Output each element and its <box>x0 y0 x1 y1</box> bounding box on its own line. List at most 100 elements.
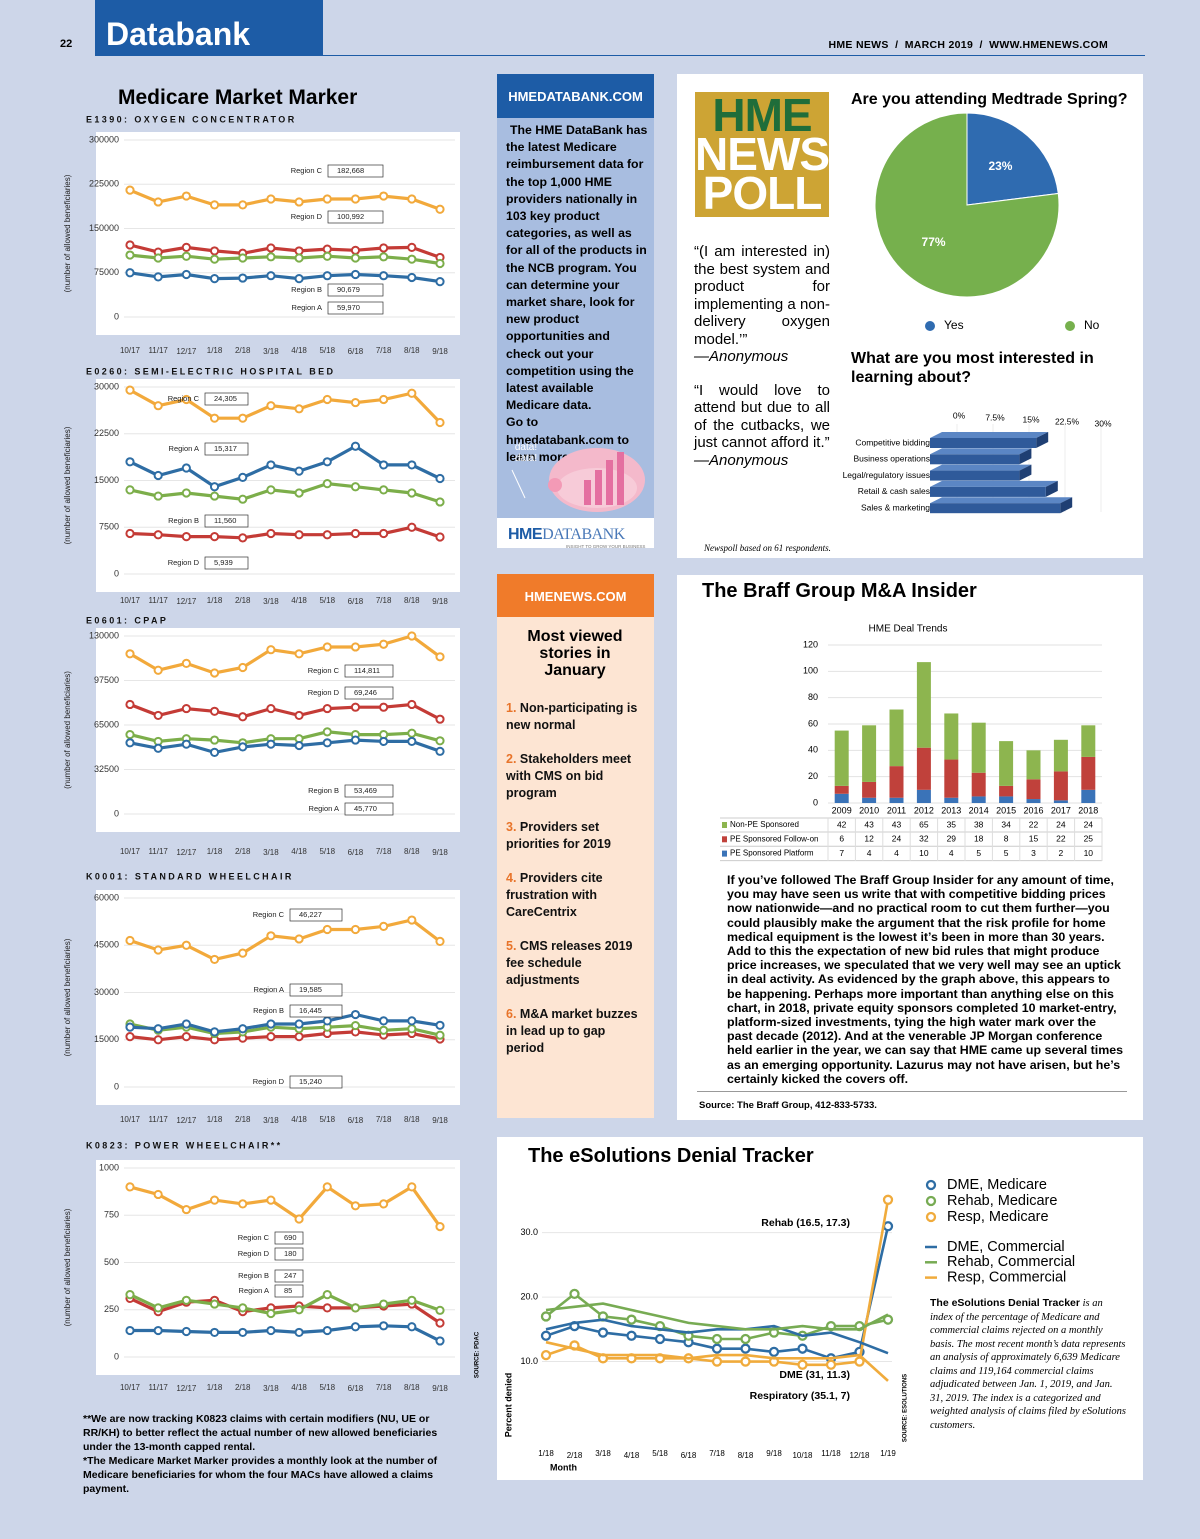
callout-name: Region D <box>308 688 340 697</box>
y-tick-label: 0 <box>114 1351 119 1361</box>
x-tick-label: 11/17 <box>148 847 168 856</box>
esol-title: The eSolutions Denial Tracker <box>528 1145 814 1167</box>
x-tick-label: 9/18 <box>432 848 448 857</box>
y-tick-label: 0 <box>114 1081 119 1091</box>
marker <box>209 1299 220 1309</box>
marker <box>322 1028 332 1039</box>
marker <box>238 1327 248 1338</box>
news-headline: Providers set priorities for 2019 <box>506 820 611 851</box>
x-tick-label: 7/18 <box>376 847 392 856</box>
x-tick-label: 4/18 <box>291 346 307 355</box>
source-text: The Braff Group, 412-833-5733. <box>737 1100 877 1111</box>
marker <box>181 242 191 252</box>
marker <box>153 401 163 411</box>
y-tick-label: 75000 <box>94 267 119 277</box>
x-tick-label: 8/18 <box>404 346 420 355</box>
x-tick-label: 3/18 <box>263 1384 279 1393</box>
marker <box>238 1307 248 1317</box>
news-item: 6. M&A market buzzes in lead up to gap p… <box>506 1006 646 1057</box>
callout-value: 69,246 <box>354 688 377 697</box>
marker <box>181 739 191 749</box>
marker <box>266 528 276 539</box>
callout-name: Region D <box>168 558 200 567</box>
marker <box>125 528 135 539</box>
braff-body: If you’ve followed The Braff Group Insid… <box>727 873 1123 1086</box>
marker <box>407 699 417 710</box>
series-line <box>129 634 441 675</box>
series-line <box>129 243 441 259</box>
chart-code: K0001: STANDARD WHEELCHAIR <box>86 871 294 881</box>
series-line <box>129 1030 441 1042</box>
x-tick-label: 10/17 <box>120 847 141 856</box>
marker <box>153 491 163 501</box>
marker <box>379 460 389 470</box>
marker <box>238 248 248 258</box>
marker <box>294 466 304 476</box>
marker <box>266 739 276 749</box>
marker <box>153 530 163 540</box>
marker <box>153 1035 163 1045</box>
marker <box>294 253 304 263</box>
marker <box>181 532 191 542</box>
callout-box <box>344 664 394 678</box>
series-line <box>129 271 441 284</box>
y-tick-label: 0 <box>114 568 119 578</box>
callout-name: Region A <box>309 804 339 813</box>
marker <box>435 1221 445 1232</box>
illustration-text: data! data! <box>514 442 538 464</box>
callout-value: 11,560 <box>214 516 236 525</box>
callout-box <box>344 686 394 700</box>
marker <box>350 397 361 408</box>
news-list: 1. Non-participating is new normal 2. Sta… <box>506 700 646 1074</box>
marker <box>209 1028 220 1039</box>
marker <box>350 1027 361 1037</box>
marker <box>266 645 276 655</box>
marker <box>153 1024 163 1034</box>
marker <box>407 915 417 925</box>
marker <box>181 191 191 201</box>
marker <box>379 1301 389 1311</box>
marker <box>407 194 417 204</box>
y-tick-label: 22500 <box>94 428 119 438</box>
marker <box>209 254 220 264</box>
marker <box>322 738 332 748</box>
marker <box>322 1290 332 1300</box>
marker <box>125 1293 135 1304</box>
marker <box>181 703 191 714</box>
marker <box>294 1024 304 1034</box>
callout-box <box>274 1247 304 1261</box>
marker <box>238 1303 248 1313</box>
medicare-title: Medicare Market Marker <box>118 86 358 109</box>
x-tick-label: 12/17 <box>176 1384 197 1393</box>
marker <box>125 1019 135 1029</box>
marker <box>407 242 417 252</box>
description-text: is an index of the percentage of Medicar… <box>930 1298 1126 1431</box>
callout-value: 16,445 <box>299 1006 322 1015</box>
marker <box>407 1028 417 1039</box>
marker <box>266 460 276 470</box>
news-title: Most viewed stories in January <box>527 628 623 679</box>
marker <box>350 528 361 539</box>
marker <box>153 665 163 675</box>
marker <box>407 728 417 738</box>
callout-box <box>274 1231 304 1245</box>
y-tick-label: 30000 <box>94 987 119 997</box>
y-tick-label: 60000 <box>94 892 119 902</box>
marker <box>125 699 135 710</box>
marker <box>407 1295 417 1305</box>
marker <box>125 240 135 250</box>
news-item: 1. Non-participating is new normal <box>506 700 646 734</box>
marker <box>407 1299 417 1309</box>
poll-footnote: Newspoll based on 61 respondents. <box>704 543 831 553</box>
marker <box>322 727 332 737</box>
x-tick-label: 3/18 <box>263 848 279 857</box>
callout-box <box>327 283 384 297</box>
marker <box>238 1199 248 1209</box>
x-tick-label: 11/17 <box>148 1383 168 1392</box>
marker <box>209 706 220 716</box>
quote-text: “(I am interested in) the best system an… <box>694 243 830 348</box>
callout-box <box>204 514 249 528</box>
marker <box>350 269 361 280</box>
x-tick-label: 6/18 <box>348 1116 364 1125</box>
marker <box>125 385 135 395</box>
